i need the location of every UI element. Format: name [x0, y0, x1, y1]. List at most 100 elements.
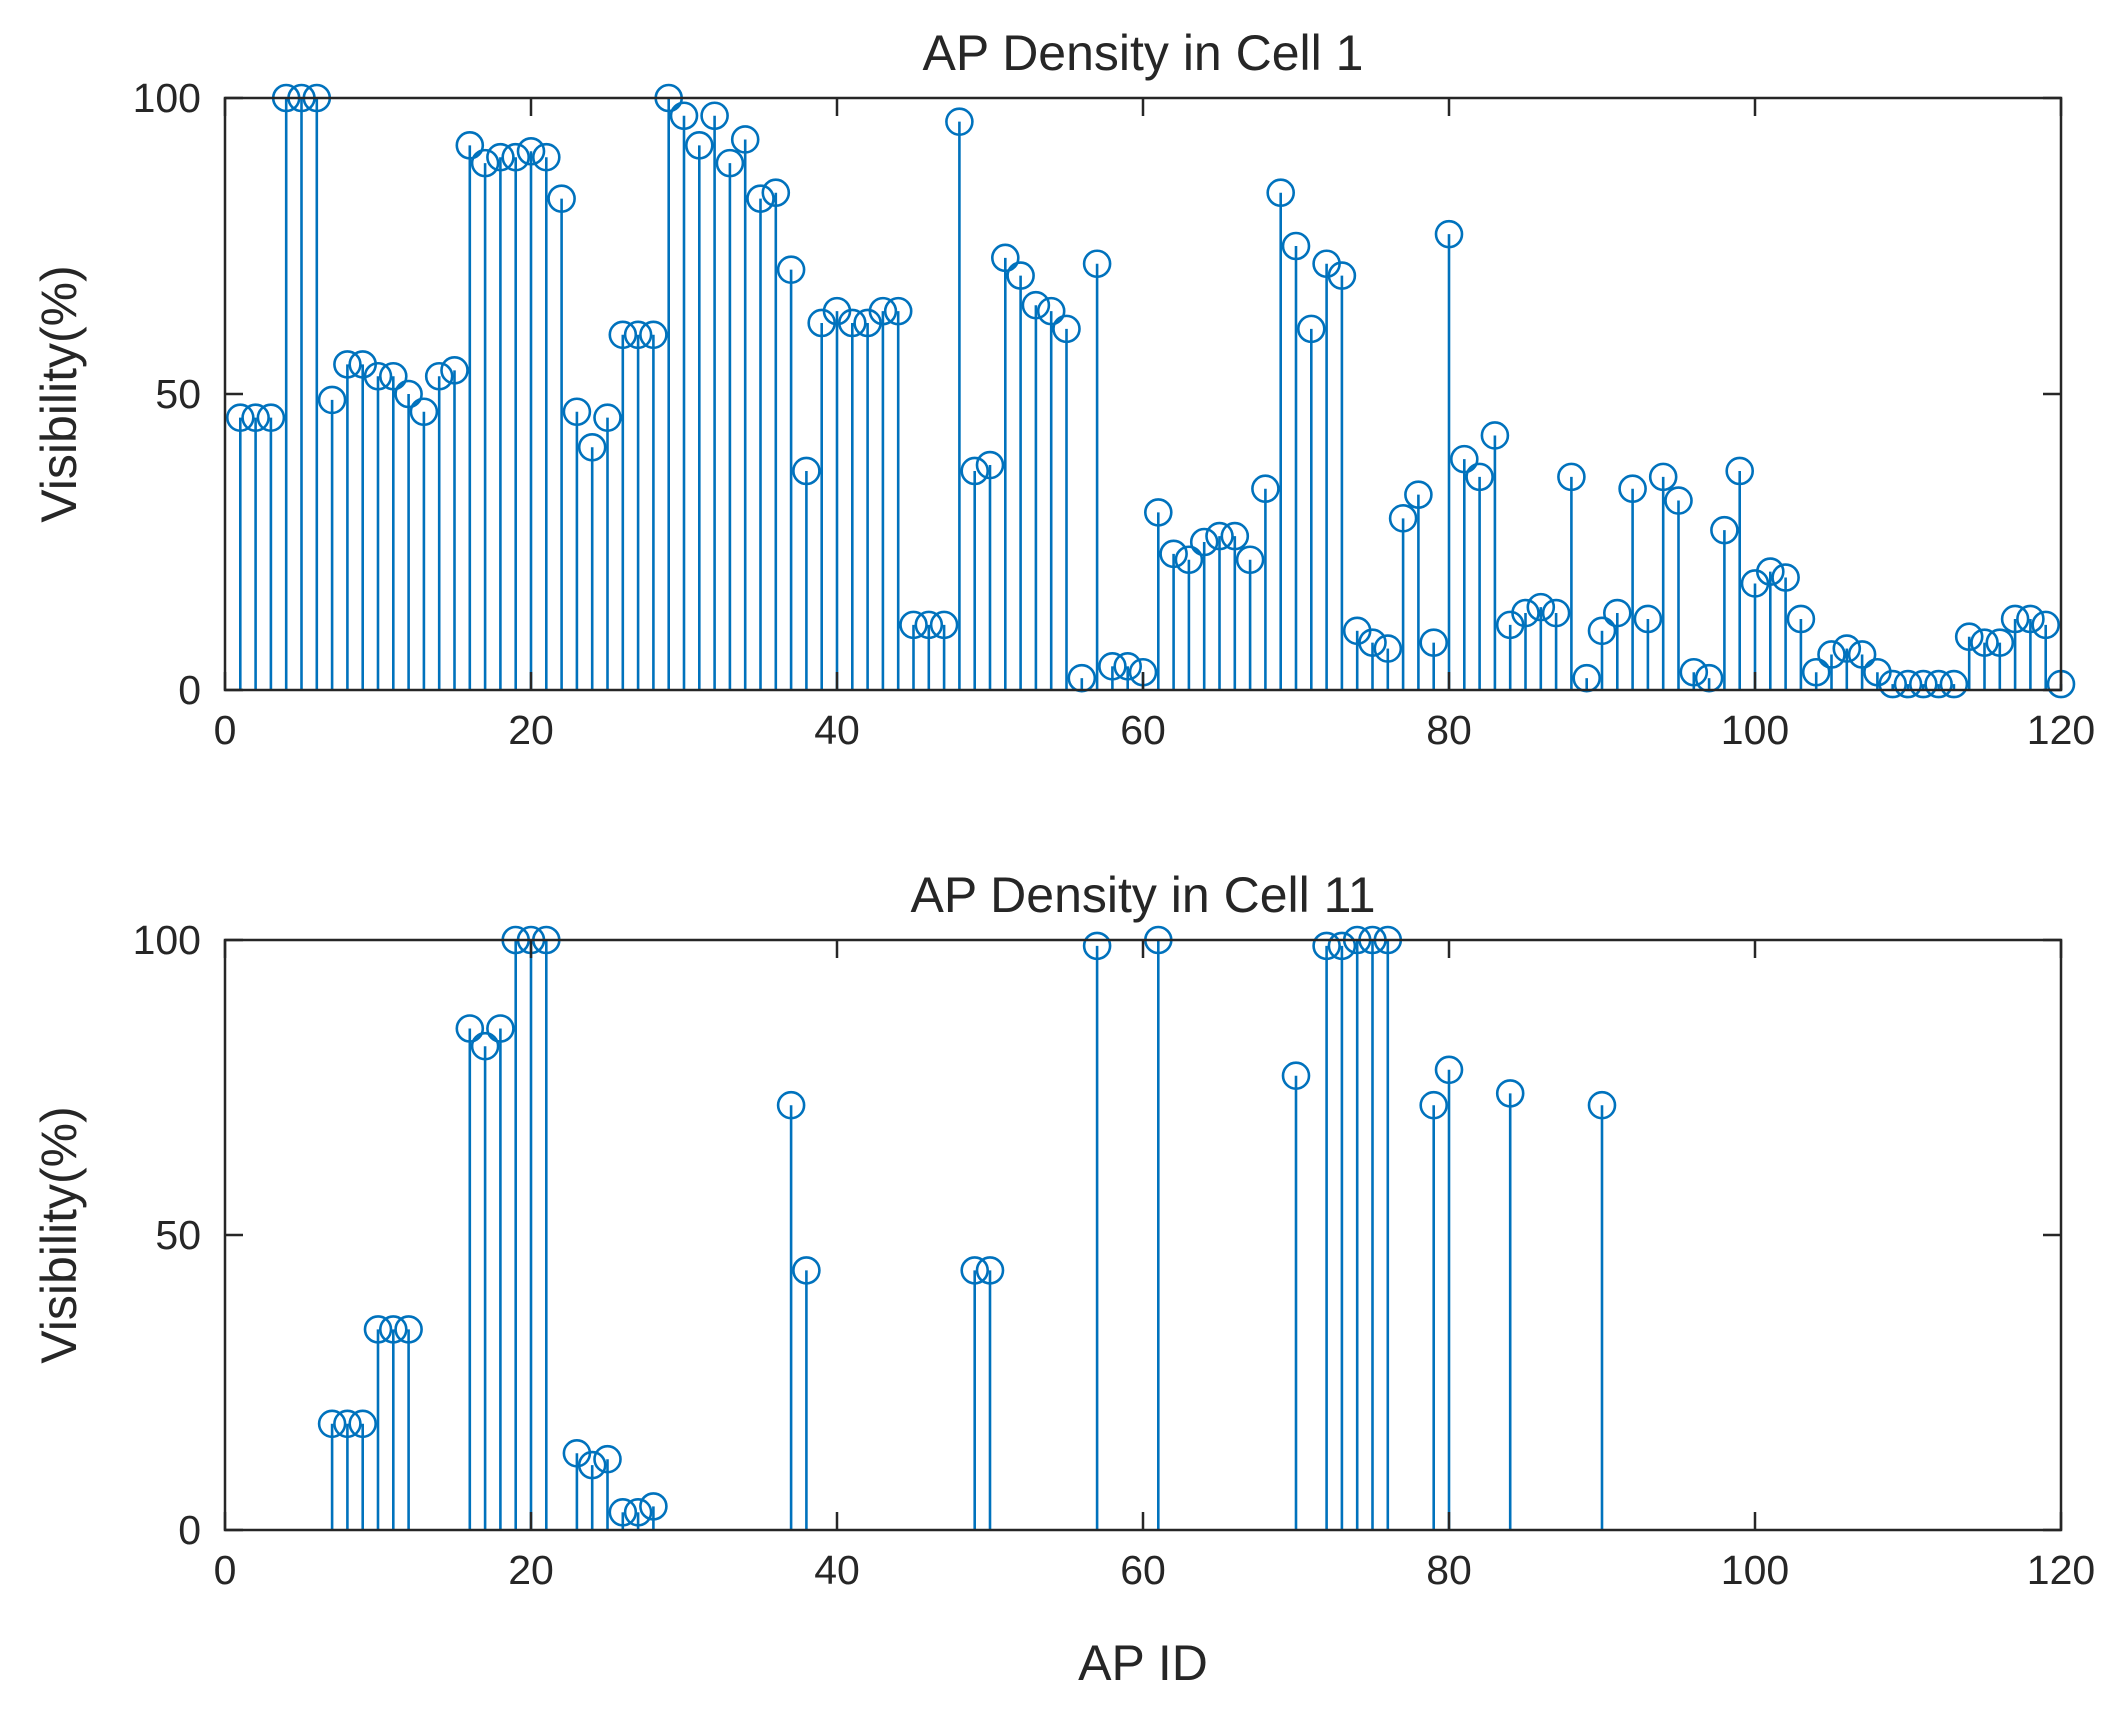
stem-marker — [1893, 669, 1923, 699]
x-tick-label: 20 — [508, 1547, 554, 1593]
x-tick-label: 60 — [1120, 707, 1166, 753]
stem-marker — [241, 403, 270, 432]
x-tick-label: 80 — [1426, 707, 1472, 753]
stem-marker — [1297, 314, 1326, 344]
stem-marker — [1756, 557, 1785, 586]
stem-marker — [1801, 657, 1831, 687]
stem-marker — [501, 142, 531, 172]
stem-marker — [317, 1409, 347, 1439]
stem-marker — [1985, 628, 2015, 657]
stem-marker — [1388, 504, 1418, 533]
stem-marker — [639, 1492, 668, 1521]
stem-marker — [1434, 219, 1464, 249]
stem-marker — [1587, 1090, 1617, 1120]
stem-marker — [378, 1315, 408, 1344]
y-tick-label: 50 — [155, 1212, 201, 1258]
stem-marker — [1205, 521, 1234, 551]
stem-marker — [945, 107, 974, 136]
stem-marker — [684, 131, 714, 160]
stem-marker — [226, 403, 255, 432]
stem-marker — [1189, 527, 1219, 557]
y-tick-label: 50 — [155, 371, 201, 417]
stem-marker — [975, 450, 1005, 480]
stem-marker — [1235, 545, 1265, 575]
stem-marker — [440, 356, 469, 385]
stem-marker — [960, 1256, 990, 1285]
x-tick-label: 120 — [2027, 707, 2095, 753]
stem-marker — [1771, 563, 1800, 592]
stem-marker — [1327, 931, 1357, 961]
stem-marker — [792, 1256, 821, 1285]
stem-marker — [333, 350, 362, 379]
stem-marker — [333, 1409, 362, 1439]
stem-marker — [608, 320, 638, 350]
stem-marker — [1664, 486, 1693, 515]
stem-marker — [317, 385, 347, 415]
x-tick-label: 80 — [1426, 1547, 1472, 1593]
plot-cell-1: 0 20 40 60 80 100 120 0 50 100 AP Density in Cell… — [31, 25, 2095, 753]
stem-marker — [1281, 231, 1311, 261]
stem-marker — [547, 184, 576, 213]
stem-marker — [1327, 261, 1357, 290]
stem-marker — [1419, 1090, 1448, 1120]
stem-marker — [378, 361, 408, 391]
stem-marker — [1465, 462, 1494, 492]
stem-marker — [409, 397, 439, 427]
stem-marker — [914, 610, 944, 640]
stem-marker — [1312, 931, 1341, 961]
x-axis-label-cell-11: AP ID — [1078, 1635, 1208, 1691]
stem-marker — [1006, 261, 1035, 290]
stem-marker — [776, 1090, 806, 1120]
stem-marker — [1648, 462, 1678, 492]
stem-marker — [623, 1498, 653, 1527]
stem-marker — [1021, 290, 1051, 320]
stem-marker — [1786, 604, 1816, 634]
stem-marker — [868, 296, 898, 326]
stem-marker — [1878, 669, 1907, 699]
stem-marker — [2000, 604, 2030, 634]
plot-cell-11: 0 20 40 60 80 100 120 0 50 100 AP Density in Cell… — [31, 867, 2095, 1691]
stem-marker — [1557, 462, 1586, 492]
stem-marker — [577, 1450, 607, 1480]
stem-marker — [1587, 616, 1617, 646]
stem-marker — [470, 148, 500, 178]
stem-series-cell-11 — [317, 925, 1617, 1530]
stem-marker — [883, 296, 913, 326]
stem-marker — [669, 101, 699, 131]
x-tick-label: 40 — [814, 707, 860, 753]
stem-marker — [1954, 622, 1984, 652]
stem-series-cell-1 — [226, 83, 2076, 699]
stem-marker — [593, 403, 622, 432]
stem-marker — [1603, 598, 1632, 628]
stem-marker — [776, 255, 806, 284]
stem-marker — [1358, 628, 1387, 657]
stem-marker — [531, 142, 561, 172]
stem-marker — [593, 1444, 622, 1474]
stem-marker — [455, 1014, 485, 1043]
stem-marker — [1939, 669, 1969, 699]
stem-marker — [516, 136, 546, 166]
stem-marker — [486, 1014, 515, 1043]
stem-marker — [899, 610, 928, 640]
stem-marker — [746, 184, 775, 213]
stem-marker — [1174, 545, 1204, 575]
stem-marker — [1541, 598, 1571, 628]
stem-marker — [256, 403, 286, 432]
plot-title-cell-1: AP Density in Cell 1 — [923, 25, 1364, 81]
stem-marker — [1159, 539, 1188, 569]
stem-marker — [1144, 498, 1173, 527]
stem-marker — [623, 320, 653, 350]
stem-marker — [1495, 1079, 1525, 1108]
stem-marker — [2016, 604, 2045, 634]
stem-marker — [394, 379, 423, 409]
stem-marker — [1633, 604, 1663, 634]
stem-marker — [975, 1256, 1005, 1285]
stem-marker — [1373, 634, 1403, 663]
stem-marker — [2031, 610, 2060, 640]
stem-marker — [1251, 474, 1280, 504]
stem-marker — [363, 1315, 393, 1344]
stem-marker — [486, 142, 515, 172]
stem-marker — [1909, 669, 1938, 699]
stem-marker — [1052, 314, 1081, 344]
